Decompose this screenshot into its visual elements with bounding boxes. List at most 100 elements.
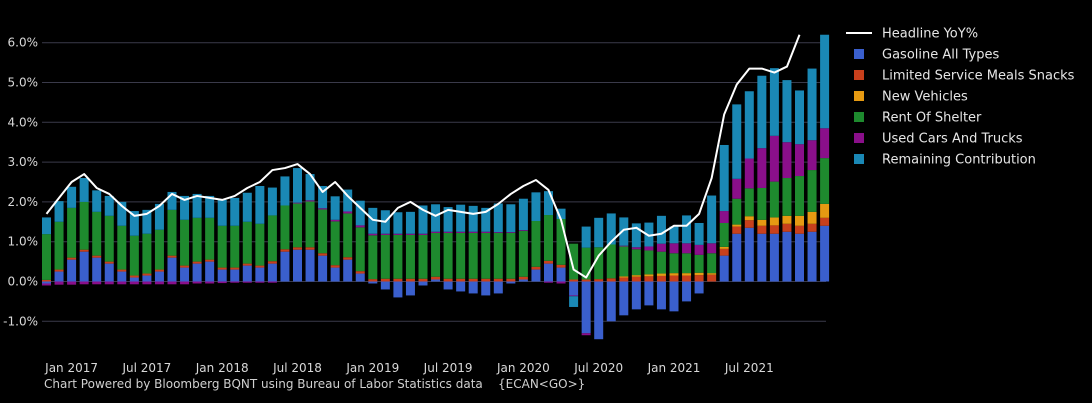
bar-segment bbox=[280, 205, 290, 250]
bar-segment bbox=[418, 234, 428, 279]
bar-segment bbox=[556, 267, 566, 282]
bar-segment bbox=[669, 253, 679, 274]
bar-segment bbox=[468, 281, 478, 294]
bar-segment bbox=[795, 225, 804, 234]
bar-segment bbox=[205, 281, 215, 284]
bar-segment bbox=[167, 209, 177, 256]
bar-segment bbox=[707, 274, 717, 282]
bar-segment bbox=[230, 197, 240, 226]
bar-segment bbox=[606, 278, 616, 282]
bar-segment bbox=[656, 215, 666, 244]
bar-segment bbox=[180, 267, 190, 282]
bar-segment bbox=[405, 281, 415, 296]
bar-segment bbox=[468, 278, 478, 282]
bar-segment bbox=[744, 216, 754, 221]
bar-segment bbox=[694, 254, 704, 273]
bar-segment bbox=[305, 174, 315, 201]
bar-segment bbox=[405, 233, 415, 235]
bar-segment bbox=[230, 267, 240, 270]
bar-segment bbox=[518, 230, 528, 231]
legend-color-swatch bbox=[854, 112, 864, 122]
bar-segment bbox=[556, 264, 566, 268]
bar-segment bbox=[656, 251, 666, 274]
bar-segment bbox=[167, 257, 177, 282]
bar-segment bbox=[117, 269, 127, 272]
bar-segment bbox=[192, 193, 202, 218]
bar-segment bbox=[154, 229, 164, 270]
bar-segment bbox=[343, 211, 353, 214]
bar-segment bbox=[581, 333, 591, 336]
headline-line bbox=[45, 34, 801, 279]
bar-segment bbox=[154, 269, 164, 272]
bar-segment bbox=[42, 234, 51, 280]
bar-segment bbox=[343, 257, 353, 260]
bar-segment bbox=[782, 215, 792, 224]
bar-segment bbox=[682, 273, 692, 276]
bar-segment bbox=[67, 259, 77, 282]
y-tick-label: 4.0% bbox=[8, 115, 39, 129]
bar-segment bbox=[707, 195, 717, 244]
bar-segment bbox=[619, 245, 629, 247]
bar-segment bbox=[318, 209, 328, 254]
bar-segment bbox=[694, 275, 704, 282]
bar-segment bbox=[267, 261, 277, 264]
bar-segment bbox=[644, 222, 654, 247]
bar-segment bbox=[493, 278, 503, 282]
bar-segment bbox=[719, 255, 729, 282]
y-tick-label: 1.0% bbox=[8, 235, 39, 249]
y-tick-label: 2.0% bbox=[8, 195, 39, 209]
bar-segment bbox=[707, 243, 717, 254]
bar-segment bbox=[732, 233, 742, 282]
bar-segment bbox=[594, 217, 604, 248]
x-tick-label: Jul 2017 bbox=[121, 361, 171, 375]
bar-segment bbox=[293, 247, 302, 250]
bar-segment bbox=[719, 211, 729, 223]
bar-segment bbox=[569, 243, 579, 280]
bar-segment bbox=[368, 235, 378, 280]
bar-segment bbox=[318, 253, 328, 256]
bar-segment bbox=[807, 68, 817, 141]
bar-segment bbox=[255, 185, 265, 224]
bar-segment bbox=[757, 148, 767, 188]
bar-segment bbox=[732, 198, 742, 225]
bar-segment bbox=[518, 230, 528, 277]
bar-segment bbox=[79, 201, 89, 250]
bar-segment bbox=[493, 281, 503, 294]
bar-segment bbox=[656, 281, 666, 310]
bar-segment bbox=[694, 272, 704, 276]
bar-segment bbox=[443, 232, 453, 279]
bar-segment bbox=[619, 246, 629, 277]
bar-segment bbox=[619, 217, 629, 246]
bar-segment bbox=[318, 185, 328, 209]
bar-segment bbox=[205, 217, 215, 260]
bar-segment bbox=[594, 247, 604, 280]
bar-segment bbox=[242, 221, 252, 264]
bar-segment bbox=[267, 281, 277, 283]
x-tick-label: Jan 2017 bbox=[44, 361, 98, 375]
bar-segment bbox=[744, 91, 754, 159]
bar-segment bbox=[493, 232, 503, 279]
bar-segment bbox=[682, 275, 692, 282]
bar-segment bbox=[719, 246, 729, 249]
legend-color-swatch bbox=[854, 49, 864, 59]
legend-color-swatch bbox=[854, 154, 864, 164]
x-tick-label: Jan 2021 bbox=[647, 361, 701, 375]
bar-segment bbox=[205, 261, 215, 282]
bar-segment bbox=[682, 253, 692, 274]
bar-segment bbox=[117, 271, 127, 282]
bar-segment bbox=[669, 273, 679, 276]
bar-segment bbox=[631, 276, 641, 282]
y-tick-label: 0.0% bbox=[8, 275, 39, 289]
bar-segment bbox=[744, 158, 754, 189]
bar-segment bbox=[644, 281, 654, 306]
bar-segment bbox=[293, 168, 302, 203]
bar-segment bbox=[481, 231, 491, 233]
bar-segment bbox=[104, 215, 114, 262]
bar-segment bbox=[569, 281, 579, 296]
bar-segment bbox=[682, 243, 692, 254]
bar-segment bbox=[669, 275, 679, 282]
bar-segment bbox=[769, 225, 779, 234]
bar-segment bbox=[431, 279, 441, 282]
bar-segment bbox=[669, 281, 679, 312]
